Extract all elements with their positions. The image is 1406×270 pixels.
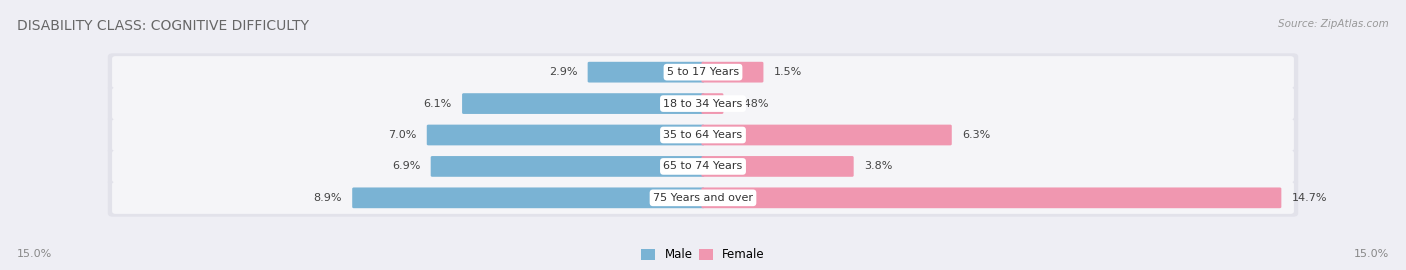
FancyBboxPatch shape bbox=[588, 62, 704, 83]
Text: Source: ZipAtlas.com: Source: ZipAtlas.com bbox=[1278, 19, 1389, 29]
FancyBboxPatch shape bbox=[112, 56, 1294, 88]
Text: 75 Years and over: 75 Years and over bbox=[652, 193, 754, 203]
Text: 0.48%: 0.48% bbox=[734, 99, 769, 109]
FancyBboxPatch shape bbox=[108, 53, 1298, 91]
Text: 6.1%: 6.1% bbox=[423, 99, 451, 109]
Text: DISABILITY CLASS: COGNITIVE DIFFICULTY: DISABILITY CLASS: COGNITIVE DIFFICULTY bbox=[17, 19, 309, 33]
FancyBboxPatch shape bbox=[702, 93, 724, 114]
Text: 3.8%: 3.8% bbox=[863, 161, 893, 171]
Text: 6.9%: 6.9% bbox=[392, 161, 420, 171]
FancyBboxPatch shape bbox=[702, 62, 763, 83]
Text: 2.9%: 2.9% bbox=[548, 67, 578, 77]
Text: 15.0%: 15.0% bbox=[1354, 249, 1389, 259]
Text: 65 to 74 Years: 65 to 74 Years bbox=[664, 161, 742, 171]
FancyBboxPatch shape bbox=[430, 156, 704, 177]
Text: 35 to 64 Years: 35 to 64 Years bbox=[664, 130, 742, 140]
Text: 8.9%: 8.9% bbox=[314, 193, 342, 203]
Text: 1.5%: 1.5% bbox=[773, 67, 801, 77]
FancyBboxPatch shape bbox=[108, 179, 1298, 217]
FancyBboxPatch shape bbox=[702, 187, 1281, 208]
FancyBboxPatch shape bbox=[112, 150, 1294, 183]
FancyBboxPatch shape bbox=[427, 125, 704, 145]
FancyBboxPatch shape bbox=[463, 93, 704, 114]
Text: 18 to 34 Years: 18 to 34 Years bbox=[664, 99, 742, 109]
FancyBboxPatch shape bbox=[108, 148, 1298, 185]
FancyBboxPatch shape bbox=[702, 156, 853, 177]
FancyBboxPatch shape bbox=[108, 116, 1298, 154]
FancyBboxPatch shape bbox=[353, 187, 704, 208]
FancyBboxPatch shape bbox=[112, 119, 1294, 151]
FancyBboxPatch shape bbox=[112, 182, 1294, 214]
Text: 15.0%: 15.0% bbox=[17, 249, 52, 259]
Text: 5 to 17 Years: 5 to 17 Years bbox=[666, 67, 740, 77]
Text: 7.0%: 7.0% bbox=[388, 130, 416, 140]
FancyBboxPatch shape bbox=[112, 87, 1294, 120]
FancyBboxPatch shape bbox=[702, 125, 952, 145]
Text: 6.3%: 6.3% bbox=[962, 130, 990, 140]
Text: 14.7%: 14.7% bbox=[1292, 193, 1327, 203]
FancyBboxPatch shape bbox=[108, 85, 1298, 122]
Legend: Male, Female: Male, Female bbox=[641, 248, 765, 261]
